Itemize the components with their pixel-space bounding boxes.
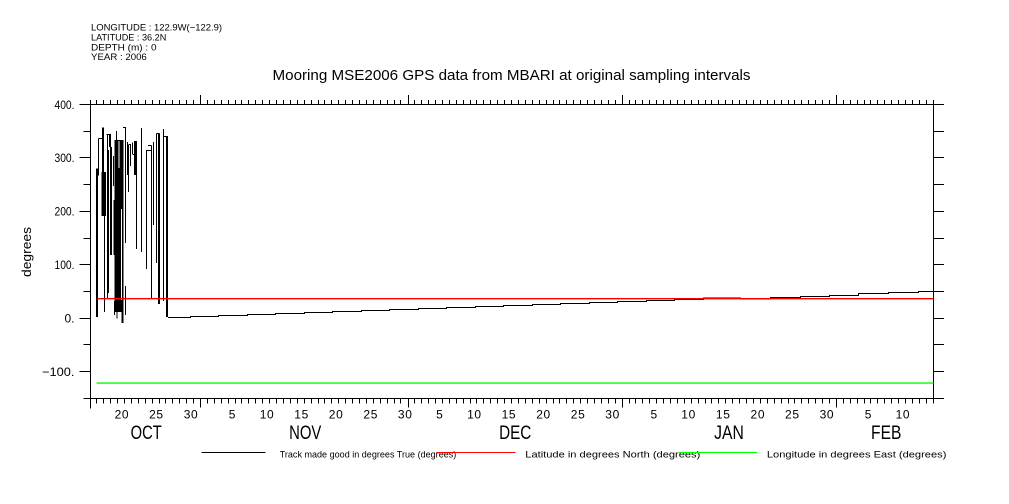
svg-text:15: 15 bbox=[294, 408, 308, 422]
svg-text:10: 10 bbox=[467, 408, 481, 422]
svg-text:30: 30 bbox=[605, 408, 619, 422]
svg-text:30: 30 bbox=[820, 408, 834, 422]
svg-text:−100.: −100. bbox=[42, 365, 75, 379]
svg-text:DEC: DEC bbox=[499, 423, 531, 444]
svg-text:NOV: NOV bbox=[289, 423, 321, 444]
svg-text:10: 10 bbox=[260, 408, 274, 422]
svg-text:OCT: OCT bbox=[131, 423, 162, 444]
svg-text:degrees: degrees bbox=[19, 226, 34, 277]
svg-text:100.: 100. bbox=[55, 258, 75, 272]
svg-text:0.: 0. bbox=[65, 312, 75, 326]
svg-text:5: 5 bbox=[865, 408, 872, 422]
svg-text:20: 20 bbox=[536, 408, 550, 422]
svg-text:Latitude in degrees North (deg: Latitude in degrees North (degrees) bbox=[525, 449, 700, 460]
svg-text:FEB: FEB bbox=[871, 423, 901, 444]
svg-text:300.: 300. bbox=[55, 151, 75, 165]
svg-text:LONGITUDE : 122.9W(−122.9): LONGITUDE : 122.9W(−122.9) bbox=[91, 23, 222, 34]
svg-text:Longitude in degrees East (deg: Longitude in degrees East (degrees) bbox=[767, 449, 947, 460]
svg-text:LATITUDE : 36.2N: LATITUDE : 36.2N bbox=[91, 33, 166, 44]
svg-text:5: 5 bbox=[436, 408, 443, 422]
svg-text:15: 15 bbox=[502, 408, 516, 422]
svg-text:JAN: JAN bbox=[714, 423, 744, 444]
svg-text:25: 25 bbox=[149, 408, 163, 422]
svg-text:20: 20 bbox=[751, 408, 765, 422]
svg-text:30: 30 bbox=[184, 408, 198, 422]
svg-text:25: 25 bbox=[363, 408, 377, 422]
svg-text:25: 25 bbox=[571, 408, 585, 422]
svg-text:400.: 400. bbox=[55, 98, 75, 112]
svg-text:30: 30 bbox=[398, 408, 412, 422]
svg-text:5: 5 bbox=[650, 408, 657, 422]
svg-text:DEPTH (m) : 0: DEPTH (m) : 0 bbox=[91, 42, 157, 53]
svg-text:Track made good in degrees Tru: Track made good in degrees True (degrees… bbox=[280, 449, 457, 460]
svg-text:25: 25 bbox=[785, 408, 799, 422]
svg-text:20: 20 bbox=[329, 408, 343, 422]
svg-text:200.: 200. bbox=[55, 205, 75, 219]
svg-text:Mooring MSE2006 GPS data from: Mooring MSE2006 GPS data from MBARI at o… bbox=[273, 67, 751, 84]
svg-text:5: 5 bbox=[229, 408, 236, 422]
svg-text:YEAR : 2006: YEAR : 2006 bbox=[91, 52, 147, 63]
svg-text:20: 20 bbox=[115, 408, 129, 422]
svg-text:15: 15 bbox=[716, 408, 730, 422]
svg-text:10: 10 bbox=[896, 408, 910, 422]
svg-text:10: 10 bbox=[681, 408, 695, 422]
